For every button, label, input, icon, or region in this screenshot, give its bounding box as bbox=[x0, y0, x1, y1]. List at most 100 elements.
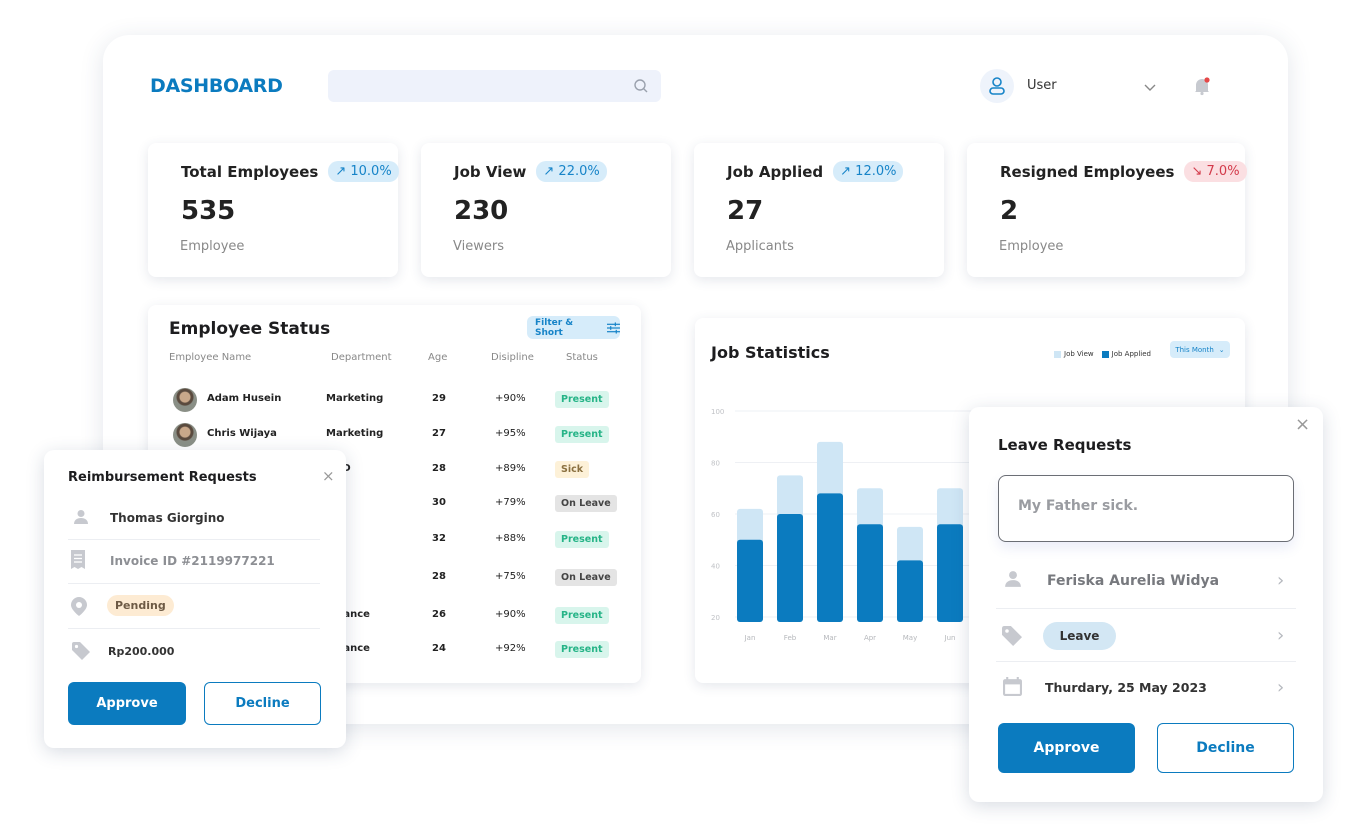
decline-button[interactable]: Decline bbox=[204, 682, 321, 725]
column-header[interactable]: Employee Name bbox=[169, 352, 252, 363]
filter-sort-button[interactable]: Filter & Short bbox=[527, 316, 620, 339]
bar-job-applied[interactable] bbox=[937, 524, 963, 622]
employee-age: 28 bbox=[432, 463, 446, 474]
y-tick-label: 60 bbox=[711, 511, 720, 519]
chevron-right-icon[interactable]: › bbox=[1277, 677, 1285, 698]
stat-change: 10.0% bbox=[350, 164, 392, 179]
stat-header: Total Employees ↗ 10.0% bbox=[181, 161, 399, 182]
leave-type-badge: Leave bbox=[1043, 622, 1116, 650]
period-dropdown[interactable]: This Month ⌄ bbox=[1170, 341, 1230, 358]
stat-title: Job View bbox=[454, 162, 527, 181]
chevron-right-icon[interactable]: › bbox=[1277, 625, 1285, 646]
invoice-id: Invoice ID #2119977221 bbox=[110, 554, 275, 568]
y-tick-label: 100 bbox=[711, 408, 724, 416]
approve-button[interactable]: Approve bbox=[68, 682, 186, 725]
stat-title: Job Applied bbox=[727, 162, 824, 181]
legend-job-view: Job View bbox=[1054, 350, 1094, 358]
chevron-down-icon: ⌄ bbox=[1218, 345, 1225, 354]
legend-label: Job Applied bbox=[1111, 350, 1151, 358]
legend-label: Job View bbox=[1064, 350, 1094, 358]
status-badge: Present bbox=[555, 531, 609, 548]
stat-change: 22.0% bbox=[558, 164, 600, 179]
stat-change: 12.0% bbox=[855, 164, 897, 179]
employee-discipline: +88% bbox=[495, 533, 526, 544]
stat-unit: Employee bbox=[999, 239, 1064, 254]
receipt-icon bbox=[71, 550, 85, 569]
x-tick-label: Jun bbox=[944, 634, 956, 642]
employee-discipline: +90% bbox=[495, 393, 526, 404]
employee-age: 28 bbox=[432, 571, 446, 582]
x-tick-label: May bbox=[903, 634, 917, 642]
column-header[interactable]: Age bbox=[428, 352, 448, 363]
status-badge: On Leave bbox=[555, 569, 617, 586]
status-badge: Present bbox=[555, 426, 609, 443]
trend-up-icon: ↗ bbox=[543, 164, 555, 179]
stat-unit: Employee bbox=[180, 239, 245, 254]
chevron-down-icon[interactable] bbox=[1144, 84, 1156, 92]
stat-change-badge: ↗ 10.0% bbox=[328, 161, 399, 182]
calendar-icon bbox=[1003, 677, 1022, 696]
y-tick-label: 80 bbox=[711, 460, 720, 468]
filter-label: Filter & Short bbox=[535, 317, 574, 338]
stat-change-badge: ↗ 12.0% bbox=[833, 161, 904, 182]
leave-approve-button[interactable]: Approve bbox=[998, 723, 1135, 773]
stat-change: 7.0% bbox=[1206, 164, 1240, 179]
location-pin-icon bbox=[71, 597, 87, 616]
y-tick-label: 40 bbox=[711, 563, 720, 571]
status-badge: On Leave bbox=[555, 495, 617, 512]
employee-department: Finance bbox=[326, 643, 370, 654]
close-icon[interactable]: × bbox=[1295, 414, 1311, 435]
stat-header: Job View ↗ 22.0% bbox=[454, 161, 607, 182]
person-icon bbox=[1005, 571, 1021, 587]
tag-icon bbox=[72, 642, 90, 660]
user-name: User bbox=[1027, 78, 1057, 93]
bar-job-applied[interactable] bbox=[777, 514, 803, 622]
trend-up-icon: ↗ bbox=[335, 164, 347, 179]
stat-change-badge: ↗ 22.0% bbox=[536, 161, 607, 182]
employee-avatar bbox=[173, 423, 197, 447]
search-icon bbox=[634, 79, 648, 93]
stat-change-badge: ↘ 7.0% bbox=[1184, 161, 1247, 182]
employee-status-title: Employee Status bbox=[169, 319, 331, 339]
stat-value: 535 bbox=[181, 196, 236, 226]
employee-age: 29 bbox=[432, 393, 446, 404]
leave-decline-button[interactable]: Decline bbox=[1157, 723, 1294, 773]
person-icon bbox=[74, 510, 88, 524]
chevron-right-icon[interactable]: › bbox=[1277, 570, 1285, 591]
bell-icon[interactable] bbox=[1193, 76, 1211, 96]
user-avatar[interactable] bbox=[980, 69, 1014, 103]
y-tick-label: 20 bbox=[711, 614, 720, 622]
column-header[interactable]: Department bbox=[331, 352, 392, 363]
x-tick-label: Jan bbox=[744, 634, 756, 642]
stat-value: 27 bbox=[727, 196, 764, 226]
status-badge: Present bbox=[555, 391, 609, 408]
employee-discipline: +75% bbox=[495, 571, 526, 582]
employee-discipline: +90% bbox=[495, 609, 526, 620]
stat-card bbox=[694, 143, 944, 277]
bar-job-applied[interactable] bbox=[737, 539, 763, 622]
trend-down-icon: ↘ bbox=[1191, 164, 1203, 179]
leave-employee-name: Feriska Aurelia Widya bbox=[1047, 573, 1220, 589]
bar-job-applied[interactable] bbox=[857, 524, 883, 622]
employee-discipline: +89% bbox=[495, 463, 526, 474]
x-tick-label: Mar bbox=[823, 634, 836, 642]
employee-discipline: +95% bbox=[495, 428, 526, 439]
leave-reason-textarea[interactable]: My Father sick. bbox=[998, 475, 1294, 542]
employee-age: 32 bbox=[432, 533, 446, 544]
stat-header: Job Applied ↗ 12.0% bbox=[727, 161, 904, 182]
x-tick-label: Apr bbox=[864, 634, 876, 642]
stat-title: Total Employees bbox=[181, 162, 319, 181]
column-header[interactable]: Disipline bbox=[491, 352, 534, 363]
close-icon[interactable]: × bbox=[322, 467, 335, 485]
leave-title: Leave Requests bbox=[998, 436, 1132, 454]
stat-value: 230 bbox=[454, 196, 509, 226]
x-tick-label: Feb bbox=[784, 634, 797, 642]
search-input[interactable] bbox=[328, 70, 661, 102]
trend-up-icon: ↗ bbox=[840, 164, 852, 179]
employee-age: 30 bbox=[432, 497, 446, 508]
reimbursement-name: Thomas Giorgino bbox=[110, 511, 225, 525]
bar-job-applied[interactable] bbox=[897, 560, 923, 622]
column-header[interactable]: Status bbox=[566, 352, 598, 363]
status-badge: Sick bbox=[555, 461, 590, 478]
bar-job-applied[interactable] bbox=[817, 493, 843, 622]
